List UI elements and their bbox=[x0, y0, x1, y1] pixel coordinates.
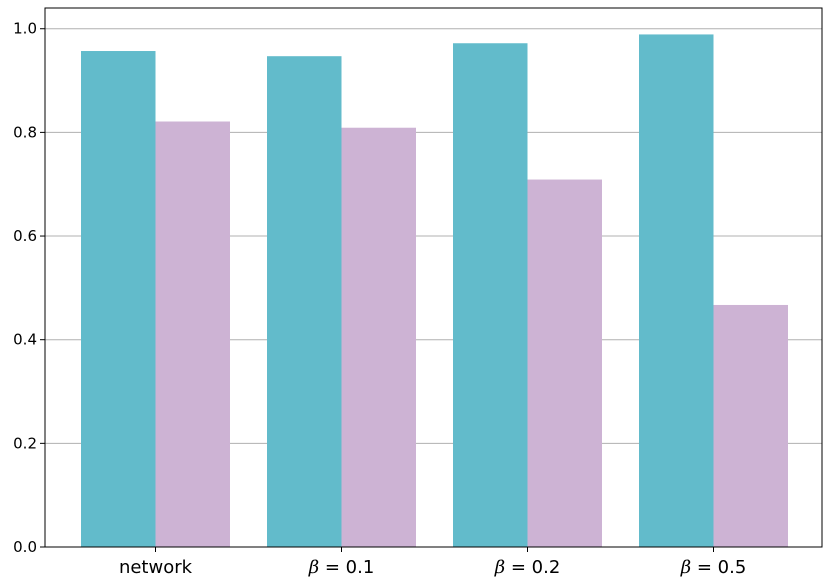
x-axis: network β = 0.1 β = 0.2 β = 0.5 bbox=[119, 547, 746, 578]
bar-series-2-2 bbox=[341, 127, 416, 548]
y-tick-label: 0.2 bbox=[13, 434, 37, 452]
y-tick-label: 0.0 bbox=[13, 538, 37, 556]
bar-series-2-4 bbox=[713, 304, 788, 547]
x-tick-label: β = 0.2 bbox=[494, 557, 561, 578]
bar-series-1-4 bbox=[639, 34, 714, 547]
bar-series-1-2 bbox=[267, 56, 342, 548]
x-tick-label: β = 0.1 bbox=[308, 557, 375, 578]
bar-series-1-3 bbox=[453, 43, 528, 547]
x-tick-label: β = 0.5 bbox=[680, 557, 747, 578]
x-tick-label-value: = 0.5 bbox=[691, 557, 746, 578]
x-tick-label-symbol: β bbox=[680, 557, 691, 578]
y-axis: 0.0 0.2 0.4 0.6 0.8 1.0 bbox=[13, 20, 45, 556]
x-tick-label-value: = 0.2 bbox=[505, 557, 560, 578]
bar-series-2-3 bbox=[527, 179, 602, 547]
y-tick-label: 0.4 bbox=[13, 331, 37, 349]
bar-series-2-1 bbox=[155, 121, 230, 547]
y-tick-label: 1.0 bbox=[13, 20, 37, 38]
y-tick-label: 0.8 bbox=[13, 123, 37, 141]
y-tick-label: 0.6 bbox=[13, 227, 37, 245]
plot-frame bbox=[44, 7, 823, 548]
x-tick-label-symbol: β bbox=[494, 557, 505, 578]
bar-series-1-1 bbox=[81, 51, 156, 547]
x-tick-label-symbol: β bbox=[308, 557, 319, 578]
x-tick-label: network bbox=[119, 557, 193, 578]
x-tick-label-value: = 0.1 bbox=[319, 557, 374, 578]
bars bbox=[81, 34, 788, 548]
